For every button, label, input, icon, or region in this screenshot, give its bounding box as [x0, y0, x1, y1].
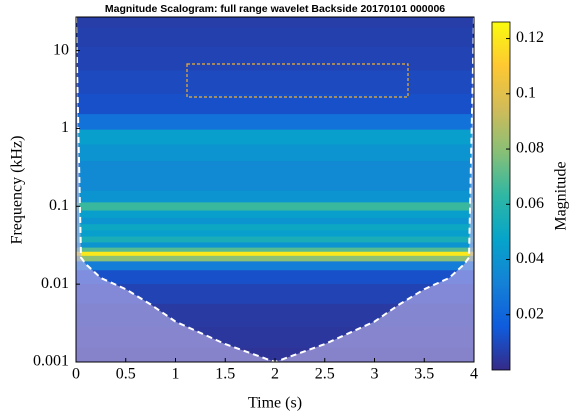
scalogram-band — [76, 69, 474, 94]
scalogram-band — [76, 27, 474, 47]
x-tick-label: 1 — [172, 366, 180, 383]
scalogram-band — [76, 176, 474, 191]
scalogram-band — [76, 160, 474, 177]
x-tick-label: 2.5 — [315, 366, 335, 383]
scalogram-band — [76, 190, 474, 203]
y-tick-label: 0.001 — [33, 353, 69, 370]
colorbar-tick-label: 0.1 — [516, 84, 536, 101]
chart-title: Magnitude Scalogram: full range wavelet … — [105, 3, 445, 15]
x-tick-label: 3.5 — [414, 366, 434, 383]
y-tick-label: 10 — [53, 41, 69, 58]
scalogram-band — [76, 236, 474, 243]
scalogram-band — [76, 129, 474, 145]
scalogram-band — [76, 223, 474, 231]
y-tick-label: 0.1 — [49, 197, 69, 214]
y-tick-label: 0.01 — [41, 275, 69, 292]
scalogram-band — [76, 113, 474, 130]
cone-of-influence — [76, 17, 474, 362]
scalogram-band — [76, 255, 474, 262]
x-axis-label: Time (s) — [248, 395, 302, 412]
scalogram-band — [76, 247, 474, 252]
x-tick-label: 3 — [371, 366, 379, 383]
colorbar-tick-label: 0.02 — [516, 305, 544, 322]
y-tick-label: 1 — [61, 119, 69, 136]
colorbar — [491, 21, 511, 371]
scalogram-band — [76, 143, 474, 162]
scalogram-band — [76, 241, 474, 248]
x-tick-label: 0.5 — [116, 366, 136, 383]
scalogram-band — [76, 251, 474, 256]
scalogram-band — [76, 93, 474, 115]
colorbar-tick-label: 0.04 — [516, 250, 544, 267]
x-tick-label: 1.5 — [215, 366, 235, 383]
scalogram-band — [76, 201, 474, 211]
scalogram-band — [76, 210, 474, 218]
scalogram-band — [76, 17, 474, 28]
colorbar-tick-label: 0.08 — [516, 140, 544, 157]
colorbar-tick-label: 0.06 — [516, 195, 544, 212]
scalogram-band — [76, 46, 474, 71]
y-axis-label: Frequency (kHz) — [9, 136, 26, 245]
colorbar-tick-label: 0.12 — [516, 29, 544, 46]
scalogram-band — [76, 229, 474, 237]
scalogram-band — [76, 283, 474, 304]
plot-area — [76, 17, 474, 362]
scalogram-band — [76, 269, 474, 284]
x-tick-label: 2 — [271, 366, 279, 383]
x-tick-label: 0 — [72, 366, 80, 383]
scalogram-band — [76, 260, 474, 271]
x-tick-label: 4 — [470, 366, 478, 383]
highlight-box — [186, 63, 409, 98]
colorbar-label: Magnitude — [553, 161, 570, 230]
cone-shade — [76, 17, 474, 362]
scalogram-band — [76, 217, 474, 225]
